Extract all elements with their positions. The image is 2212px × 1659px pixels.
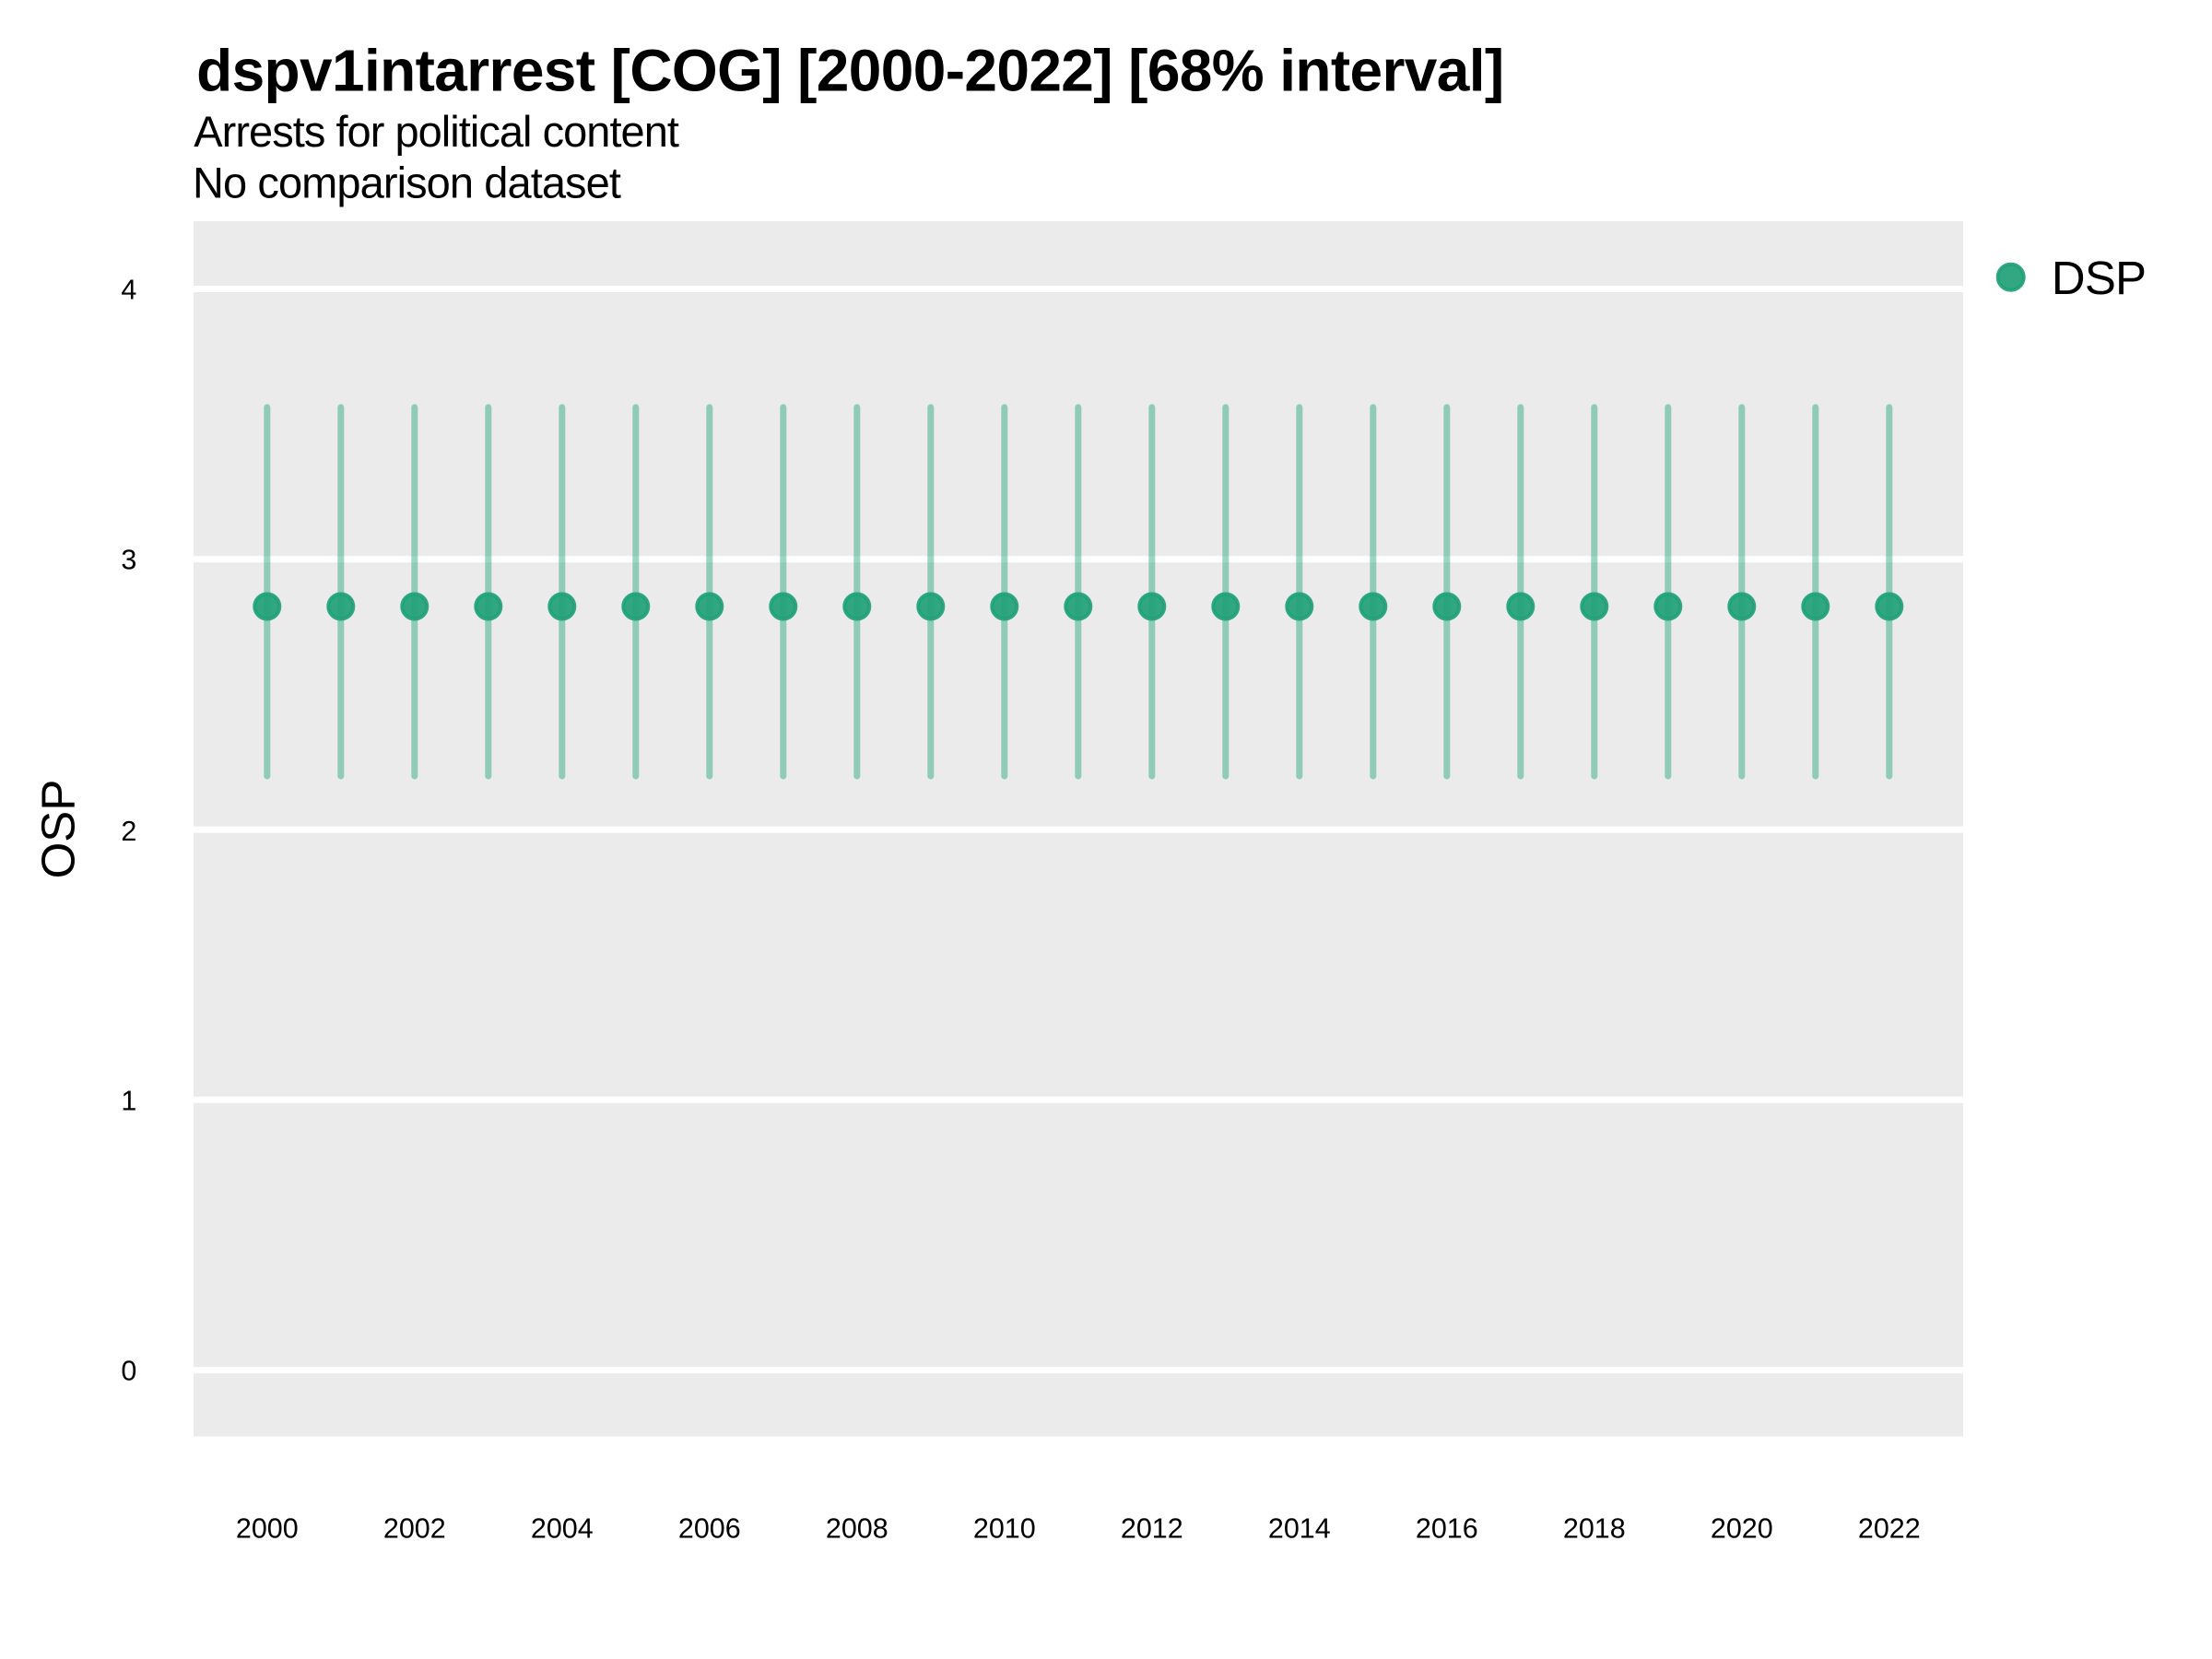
svg-text:2018: 2018	[1563, 1512, 1626, 1544]
svg-text:dspv1intarrest [COG] [2000-202: dspv1intarrest [COG] [2000-2022] [68% in…	[196, 37, 1504, 103]
svg-text:2: 2	[121, 816, 136, 847]
svg-text:2008: 2008	[826, 1512, 888, 1544]
svg-text:2012: 2012	[1121, 1512, 1183, 1544]
svg-text:OSP: OSP	[32, 780, 85, 879]
svg-text:2000: 2000	[236, 1512, 299, 1544]
svg-text:2006: 2006	[678, 1512, 741, 1544]
svg-text:0: 0	[121, 1356, 136, 1387]
svg-text:2022: 2022	[1858, 1512, 1921, 1544]
svg-text:1: 1	[121, 1086, 136, 1117]
svg-text:2016: 2016	[1416, 1512, 1478, 1544]
svg-text:3: 3	[121, 545, 136, 576]
svg-text:No comparison dataset: No comparison dataset	[193, 159, 621, 207]
svg-text:DSP: DSP	[2052, 252, 2146, 304]
svg-text:2020: 2020	[1711, 1512, 1773, 1544]
svg-text:4: 4	[121, 274, 136, 305]
svg-text:2004: 2004	[531, 1512, 594, 1544]
svg-text:2010: 2010	[973, 1512, 1036, 1544]
svg-text:Arrests for political content: Arrests for political content	[194, 107, 679, 156]
svg-text:2002: 2002	[383, 1512, 446, 1544]
svg-text:2014: 2014	[1268, 1512, 1331, 1544]
